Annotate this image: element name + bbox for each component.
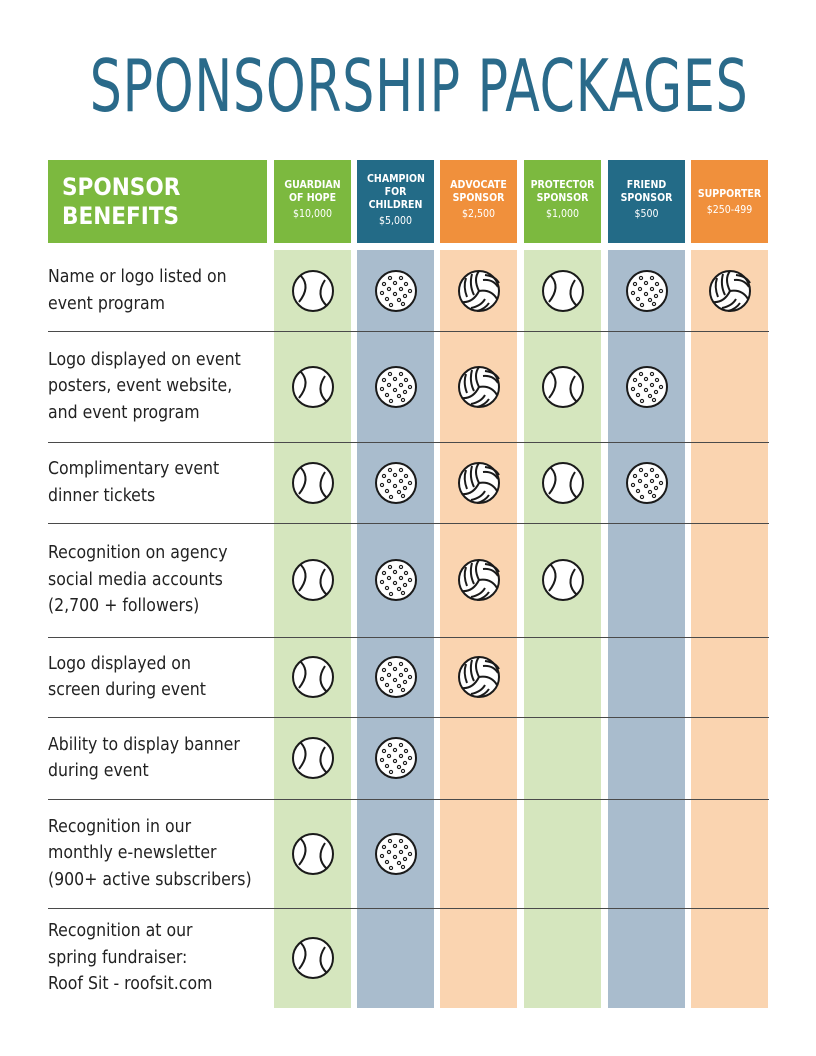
tennis-ball-icon: [541, 269, 585, 313]
package-name: PROTECTOR SPONSOR: [530, 179, 595, 204]
pickleball-icon: [374, 365, 418, 409]
tennis-ball-icon: [291, 558, 335, 602]
benefit-line: social media accounts: [48, 569, 223, 590]
benefit-line: Logo displayed on event: [48, 349, 241, 370]
benefit-label: Complimentary event dinner tickets: [48, 456, 274, 509]
benefit-line: Recognition in our: [48, 816, 192, 837]
pickleball-icon: [374, 461, 418, 505]
package-header: ADVOCATE SPONSOR $2,500: [440, 160, 517, 243]
pickleball-icon: [374, 655, 418, 699]
volleyball-icon: [457, 655, 501, 699]
package-price: $250-499: [706, 204, 753, 216]
row-divider: [48, 331, 769, 332]
tennis-ball-icon: [291, 736, 335, 780]
package-name: CHAMPION FOR CHILDREN: [367, 173, 425, 211]
sponsor-benefits-label: SPONSOR BENEFITS: [62, 173, 181, 230]
benefit-line: Recognition on agency: [48, 543, 228, 564]
benefit-line: (2,700 + followers): [48, 596, 200, 617]
volleyball-icon: [457, 269, 501, 313]
benefit-label: Logo displayed on screen during event: [48, 651, 274, 704]
package-price: $10,000: [292, 208, 333, 220]
row-divider: [48, 908, 769, 909]
package-header: SUPPORTER $250-499: [691, 160, 768, 243]
pickleball-icon: [625, 365, 669, 409]
benefit-line: dinner tickets: [48, 485, 156, 506]
tennis-ball-icon: [291, 936, 335, 980]
benefit-line: posters, event website,: [48, 376, 233, 397]
volleyball-icon: [708, 269, 752, 313]
benefit-label: Recognition on agency social media accoun…: [48, 540, 274, 620]
benefit-line: event program: [48, 293, 166, 314]
benefit-line: Ability to display banner: [48, 734, 240, 755]
package-header: FRIEND SPONSOR $500: [608, 160, 685, 243]
volleyball-icon: [457, 461, 501, 505]
pickleball-icon: [625, 461, 669, 505]
benefit-label: Logo displayed on event posters, event we…: [48, 347, 274, 427]
benefit-line: Roof Sit - roofsit.com: [48, 974, 213, 995]
pickleball-icon: [374, 736, 418, 780]
benefit-line: and event program: [48, 402, 200, 423]
benefit-line: spring fundraiser:: [48, 947, 188, 968]
tennis-ball-icon: [291, 461, 335, 505]
tennis-ball-icon: [291, 365, 335, 409]
benefit-line: monthly e-newsletter: [48, 843, 217, 864]
pickleball-icon: [374, 269, 418, 313]
benefit-line: (900+ active subscribers): [48, 869, 252, 890]
benefit-label: Recognition at our spring fundraiser: Roof…: [48, 918, 274, 998]
package-header: PROTECTOR SPONSOR $1,000: [524, 160, 601, 243]
benefit-label: Recognition in our monthly e-newsletter (9…: [48, 814, 274, 894]
row-divider: [48, 523, 769, 524]
row-divider: [48, 717, 769, 718]
package-price: $2,500: [461, 208, 496, 220]
pickleball-icon: [374, 832, 418, 876]
package-price: $5,000: [378, 215, 413, 227]
column-background: [691, 250, 768, 1008]
benefit-label: Ability to display banner during event: [48, 732, 274, 785]
row-divider: [48, 637, 769, 638]
benefit-line: Recognition at our: [48, 921, 193, 942]
volleyball-icon: [457, 558, 501, 602]
benefit-label: Name or logo listed on event program: [48, 264, 274, 317]
tennis-ball-icon: [541, 365, 585, 409]
pickleball-icon: [374, 558, 418, 602]
row-divider: [48, 442, 769, 443]
benefit-line: Complimentary event: [48, 459, 220, 479]
tennis-ball-icon: [291, 269, 335, 313]
package-price: $500: [634, 208, 659, 220]
sponsor-benefits-header: SPONSOR BENEFITS: [48, 160, 267, 243]
row-divider: [48, 799, 769, 800]
package-price: $1,000: [545, 208, 580, 220]
volleyball-icon: [457, 365, 501, 409]
tennis-ball-icon: [291, 832, 335, 876]
benefit-line: Logo displayed on: [48, 653, 191, 674]
tennis-ball-icon: [291, 655, 335, 699]
package-name: SUPPORTER: [697, 188, 762, 200]
package-name: GUARDIAN OF HOPE: [284, 179, 341, 204]
benefit-line: screen during event: [48, 680, 206, 700]
tennis-ball-icon: [541, 558, 585, 602]
page-title: SPONSORSHIP PACKAGES: [89, 44, 749, 128]
package-name: ADVOCATE SPONSOR: [450, 179, 507, 204]
tennis-ball-icon: [541, 461, 585, 505]
benefit-line: Name or logo listed on: [48, 267, 227, 287]
package-name: FRIEND SPONSOR: [620, 179, 673, 204]
pickleball-icon: [625, 269, 669, 313]
benefit-line: during event: [48, 761, 149, 781]
package-header: GUARDIAN OF HOPE $10,000: [274, 160, 351, 243]
package-header: CHAMPION FOR CHILDREN $5,000: [357, 160, 434, 243]
